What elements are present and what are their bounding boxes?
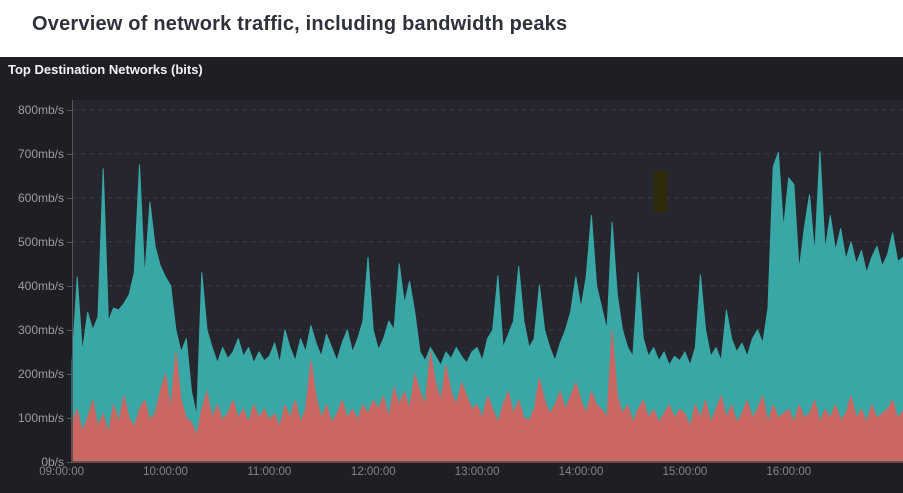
y-tick-label: 400mb/s [17,278,64,293]
y-tick-label: 100mb/s [17,410,64,425]
x-tick-label: 16:00:00 [766,466,812,478]
series-red-area[interactable] [71,329,903,463]
y-tick-mark [67,285,72,287]
y-tick-mark [67,153,72,155]
traffic-area-chart[interactable] [71,100,903,463]
x-tick-label: 14:00:00 [558,466,604,478]
y-tick-mark [67,417,72,419]
y-tick-label: 700mb/s [17,146,64,161]
y-tick-label: 800mb/s [17,102,64,117]
y-tick-mark [67,373,72,375]
y-tick-mark [67,197,72,199]
y-tick-mark [67,462,72,463]
y-tick-label: 500mb/s [17,234,64,249]
y-tick-mark [67,109,72,111]
y-tick-label: 300mb/s [17,322,64,337]
y-tick-mark [67,241,72,243]
y-tick-label: 600mb/s [17,190,64,205]
y-tick-label: 200mb/s [17,366,64,381]
page-title: Overview of network traffic, including b… [32,13,568,35]
x-tick-label: 10:00:00 [143,466,188,478]
x-tick-label: 09:00:00 [39,466,84,478]
annotation-marker [653,171,668,212]
y-tick-mark [67,329,72,331]
x-tick-label: 12:00:00 [350,466,396,478]
series-teal-area[interactable] [71,151,903,463]
x-tick-label: 15:00:00 [662,466,708,478]
panel-title: Top Destination Networks (bits) [8,62,203,77]
x-tick-label: 11:00:00 [247,466,292,478]
y-tick-label: 0b/s [41,455,64,469]
x-tick-label: 13:00:00 [454,466,500,478]
